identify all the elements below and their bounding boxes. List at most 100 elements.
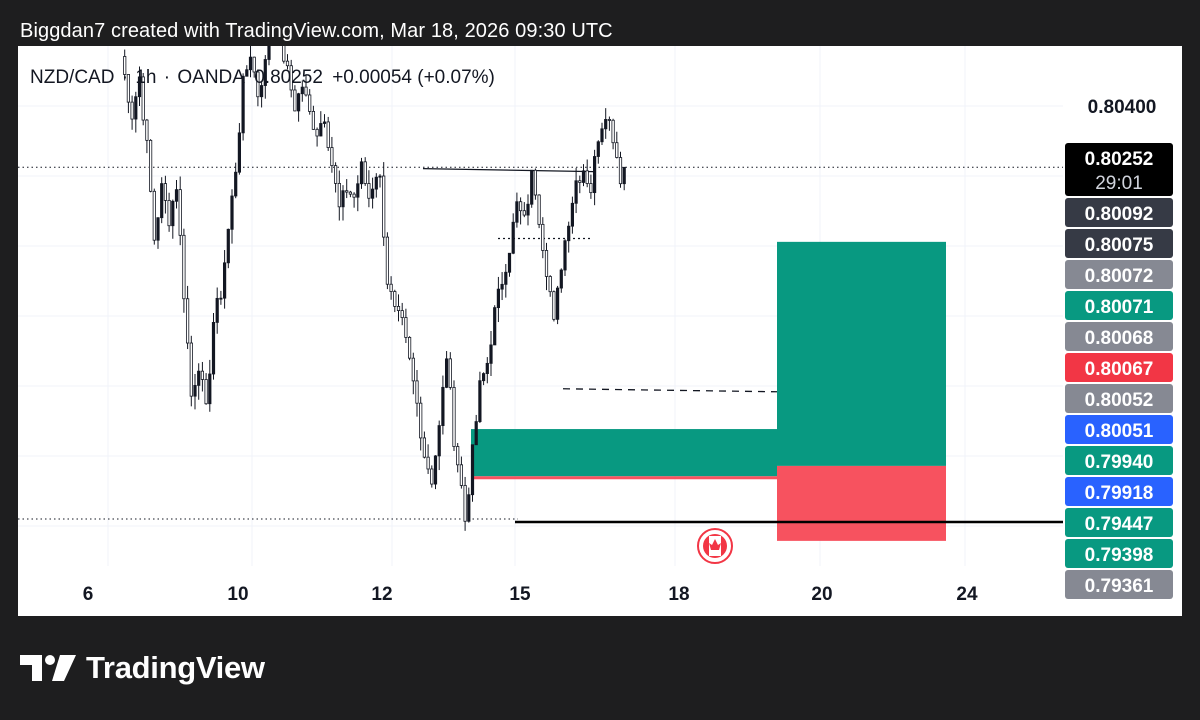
- candle-body: [359, 161, 364, 185]
- candle-body: [126, 74, 130, 103]
- candle: [171, 199, 175, 239]
- candle-body: [593, 156, 597, 194]
- price-label-value: 0.79918: [1085, 483, 1154, 504]
- candle: [533, 168, 538, 200]
- candle-body: [374, 176, 378, 190]
- candle-body: [356, 183, 360, 198]
- candle-body: [363, 161, 367, 184]
- candle-body: [504, 271, 508, 285]
- candle: [345, 179, 349, 199]
- candle: [407, 336, 412, 361]
- price-label-value: 0.79398: [1085, 545, 1154, 566]
- candle-body: [285, 60, 290, 67]
- candle-body: [370, 188, 375, 199]
- candle: [241, 73, 245, 141]
- candle-body: [248, 56, 253, 71]
- candle: [204, 373, 208, 405]
- header-title: Biggdan7 created with TradingView.com, M…: [20, 20, 613, 42]
- price-label: 0.80051: [1065, 415, 1173, 444]
- candle-body: [200, 370, 204, 380]
- candle: [267, 46, 271, 66]
- candle-body: [533, 169, 538, 196]
- price-label: 0.79398: [1065, 539, 1173, 568]
- candle: [437, 420, 441, 471]
- price-label-value: 0.80068: [1085, 328, 1154, 349]
- candle-body: [315, 128, 319, 137]
- candle: [160, 177, 164, 224]
- price-label-bg: [1065, 229, 1173, 258]
- candle-body: [337, 182, 341, 208]
- candle-body: [123, 56, 127, 75]
- candle-body: [178, 189, 182, 236]
- candle-body: [415, 380, 419, 404]
- candle: [226, 228, 230, 269]
- price-label: 0.79447: [1065, 508, 1173, 537]
- candle-body: [433, 455, 438, 485]
- candle: [200, 361, 204, 392]
- candle: [304, 74, 308, 97]
- symbol-pair: NZD/CAD: [30, 67, 115, 88]
- tradingview-logo-icon: [20, 655, 76, 681]
- candle: [393, 289, 397, 313]
- candle-body: [219, 297, 223, 300]
- price-label: 0.80068: [1065, 322, 1173, 351]
- candle-body: [578, 180, 582, 183]
- candle-body: [467, 494, 471, 522]
- candle-body: [300, 86, 304, 95]
- candle-body: [215, 297, 219, 323]
- candle-body: [404, 317, 408, 338]
- candle-body: [430, 468, 434, 485]
- canada-event-icon: [697, 528, 733, 564]
- candle: [259, 82, 264, 108]
- footer-logo[interactable]: TradingView: [20, 650, 265, 686]
- price-label-bg: [1065, 291, 1173, 320]
- candle-body: [493, 307, 497, 346]
- candle-body: [326, 121, 330, 148]
- candle-body: [419, 402, 423, 439]
- price-label-countdown: 29:01: [1095, 173, 1143, 194]
- candle-body: [193, 384, 197, 397]
- candle: [134, 91, 138, 133]
- candle-body: [441, 386, 445, 426]
- candle-body: [604, 119, 608, 130]
- candle: [282, 46, 286, 64]
- candle: [263, 55, 267, 99]
- candle: [544, 242, 549, 291]
- candle: [604, 108, 608, 139]
- candle-body: [296, 93, 301, 112]
- candle-body: [222, 262, 227, 299]
- x-axis: 6 10 12 15 18 20 24: [83, 584, 978, 605]
- candle-body: [556, 287, 560, 320]
- candle-body: [552, 291, 556, 320]
- candle-body: [163, 183, 167, 201]
- candle: [123, 49, 127, 81]
- candle: [389, 276, 393, 300]
- candle-body: [518, 201, 523, 212]
- candle: [589, 174, 593, 199]
- candle: [215, 287, 219, 334]
- candle: [581, 164, 586, 187]
- candle: [189, 335, 193, 407]
- price-label-bg: [1065, 477, 1173, 506]
- price-label-bg: [1065, 415, 1173, 444]
- candle: [178, 176, 182, 246]
- chart-panel[interactable]: 6 10 12 15 18 20 24 0.80400 0.80252 29:01 0.8009…: [18, 46, 1182, 616]
- candle: [126, 74, 130, 114]
- candle: [248, 46, 253, 78]
- candle: [245, 65, 249, 77]
- candle-body: [378, 175, 382, 178]
- candle-body: [134, 96, 138, 120]
- candle: [585, 159, 589, 188]
- candle-body: [230, 195, 234, 230]
- candle-body: [211, 322, 216, 375]
- candle: [141, 73, 145, 126]
- x-tick-label: 15: [509, 584, 531, 605]
- candle: [444, 351, 449, 389]
- candle-body: [352, 193, 356, 198]
- candle: [526, 194, 530, 226]
- chart-svg[interactable]: 6 10 12 15 18 20 24 0.80400 0.80252 29:01 0.8009…: [18, 46, 1182, 616]
- candle: [359, 157, 364, 189]
- candle-body: [330, 147, 334, 167]
- candle-body: [282, 46, 286, 62]
- candle-body: [563, 240, 567, 271]
